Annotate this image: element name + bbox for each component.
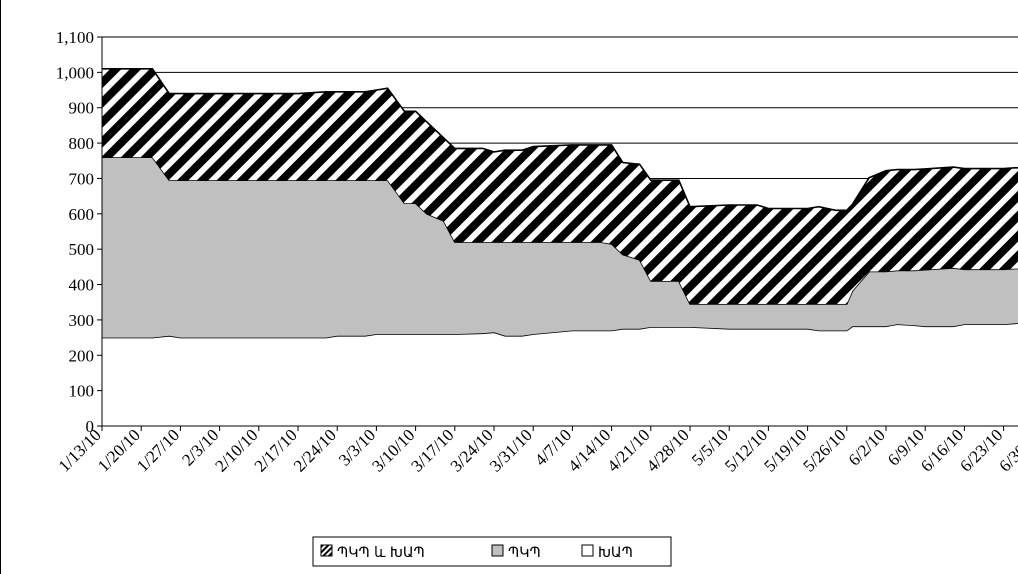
y-tick-label-11: 1,100 <box>56 28 94 47</box>
legend-label-white: ԽԱՊ <box>598 545 633 561</box>
series-area-2 <box>102 68 1018 304</box>
legend-swatch-hatch <box>320 544 333 557</box>
y-axis-tick-labels: 0 100 200 300 400 500 600 700 800 900 1,000 1,100 <box>56 28 94 436</box>
y-tick-label-7: 700 <box>69 169 95 188</box>
x-axis-tick-labels: 1/13/101/20/101/27/102/3/102/10/102/17/1… <box>55 425 1018 475</box>
legend-item-gray: ՊԿՊ <box>491 544 541 561</box>
x-tick-label-15: 4/28/10 <box>643 425 693 475</box>
y-tick-label-4: 400 <box>69 276 95 295</box>
y-tick-label-9: 900 <box>69 99 95 118</box>
series-area-1 <box>102 157 1018 338</box>
x-tick-label-2: 1/27/10 <box>133 425 183 475</box>
y-tick-label-0: 0 <box>86 417 95 436</box>
legend-swatch-gray <box>491 544 504 557</box>
x-tick-label-22: 6/16/10 <box>917 425 967 475</box>
legend-box <box>312 536 672 567</box>
y-tick-label-10: 1,000 <box>56 63 94 82</box>
y-tick-label-1: 100 <box>69 382 95 401</box>
series-area-0 <box>102 323 1018 426</box>
legend-label-hatch: ՊԿՊ և ԽԱՊ <box>337 545 425 561</box>
legend-label-gray: ՊԿՊ <box>508 545 541 561</box>
x-tick-label-4: 2/10/10 <box>211 425 261 475</box>
x-tick-label-17: 5/12/10 <box>721 425 771 475</box>
y-tick-label-5: 500 <box>69 240 95 259</box>
y-tick-label-6: 600 <box>69 205 95 224</box>
x-tick-label-23: 6/23/10 <box>956 425 1006 475</box>
axes <box>97 36 1018 431</box>
y-tick-label-8: 800 <box>69 134 95 153</box>
series-boundary-2 <box>102 68 1018 212</box>
x-tick-label-18: 5/19/10 <box>760 425 810 475</box>
x-tick-label-10: 3/24/10 <box>447 425 497 475</box>
x-tick-label-8: 3/10/10 <box>368 425 418 475</box>
x-tick-label-1: 1/20/10 <box>94 425 144 475</box>
x-tick-label-5: 2/17/10 <box>251 425 301 475</box>
x-tick-label-13: 4/14/10 <box>564 425 614 475</box>
y-tick-label-3: 300 <box>69 311 95 330</box>
x-tick-label-14: 4/21/10 <box>603 425 653 475</box>
y-tick-label-2: 200 <box>69 346 95 365</box>
x-tick-label-9: 3/17/10 <box>407 425 457 475</box>
legend-item-white: ԽԱՊ <box>581 544 633 561</box>
x-tick-label-19: 5/26/10 <box>799 425 849 475</box>
legend-swatch-white <box>581 544 594 557</box>
x-tick-label-20: 6/2/10 <box>845 425 889 469</box>
x-tick-label-11: 3/31/10 <box>486 425 536 475</box>
x-tick-label-0: 1/13/10 <box>55 425 105 475</box>
x-tick-label-6: 2/24/10 <box>290 425 340 475</box>
legend: ՊԿՊ և ԽԱՊ ՊԿՊ ԽԱՊ <box>312 536 672 567</box>
series-areas <box>102 68 1018 426</box>
legend-item-hatch: ՊԿՊ և ԽԱՊ <box>320 544 425 561</box>
